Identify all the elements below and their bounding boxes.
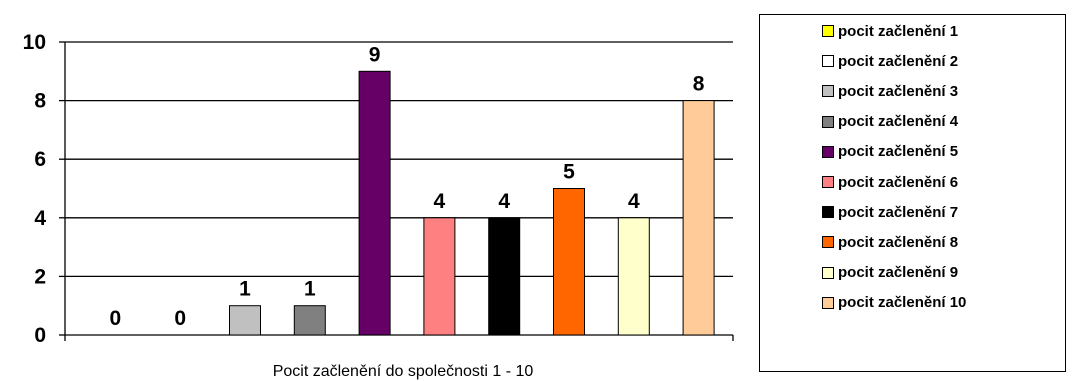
- legend-item-2: pocit začlenění 2: [822, 51, 958, 71]
- y-tick-labels: 0 2 4 6 8 10: [23, 31, 47, 347]
- y-tick-label-8: 8: [34, 90, 46, 113]
- bars: [229, 70, 715, 336]
- bar-5: [358, 70, 391, 336]
- data-label-5: 9: [369, 43, 381, 66]
- y-tick-label-6: 6: [34, 148, 46, 171]
- legend-label-1: pocit začlenění 1: [838, 22, 959, 40]
- y-tick-label-4: 4: [34, 207, 46, 230]
- y-tick-label-0: 0: [34, 324, 46, 347]
- legend-label-5: pocit začlenění 5: [838, 143, 959, 161]
- x-axis-title: Pocit začlenění do společnosti 1 - 10: [273, 363, 534, 380]
- y-tick-label-10: 10: [23, 31, 46, 54]
- y-tick-label-2: 2: [34, 265, 46, 288]
- legend: pocit začlenění 1 pocit začlenění 2 pocit …: [759, 14, 1066, 372]
- data-label-10: 8: [693, 73, 705, 96]
- bar-chart: 0 2 4 6 8 10 0 0 1 1 9 4 4 5 4 8 Pocit začlenění do sp…: [23, 31, 734, 380]
- legend-label-4: pocit začlenění 4: [838, 113, 959, 131]
- data-label-4: 1: [304, 278, 316, 301]
- data-label-6: 4: [434, 190, 446, 213]
- legend-item-10: pocit začlenění 10: [822, 293, 966, 313]
- legend-item-8: pocit začlenění 8: [822, 232, 958, 252]
- data-label-8: 5: [563, 161, 575, 184]
- legend-swatch-3: [822, 85, 834, 98]
- legend-label-2: pocit začlenění 2: [838, 52, 959, 70]
- legend-swatch-6: [822, 176, 834, 188]
- data-label-9: 4: [628, 190, 640, 213]
- data-labels: 0 0 1 1 9 4 4 5 4 8: [110, 43, 705, 330]
- legend-label-8: pocit začlenění 8: [838, 233, 959, 251]
- bar-4: [293, 305, 326, 336]
- legend-label-7: pocit začlenění 7: [838, 203, 959, 221]
- legend-item-4: pocit začlenění 4: [822, 112, 958, 132]
- bar-8: [553, 188, 585, 336]
- data-label-3: 1: [239, 278, 251, 301]
- legend-item-7: pocit začlenění 7: [822, 202, 958, 222]
- legend-label-6: pocit začlenění 6: [838, 173, 959, 191]
- legend-swatch-5: [822, 145, 834, 158]
- legend-swatch-8: [822, 236, 834, 249]
- legend-swatch-2: [822, 55, 834, 68]
- legend-label-3: pocit začlenění 3: [838, 82, 959, 100]
- legend-item-1: pocit začlenění 1: [822, 21, 958, 41]
- data-label-7: 4: [498, 190, 510, 213]
- legend-item-9: pocit začlenění 9: [822, 263, 958, 283]
- legend-swatch-9: [822, 266, 834, 279]
- bar-3: [229, 305, 261, 336]
- bar-6: [423, 217, 456, 336]
- legend-label-9: pocit začlenění 9: [838, 264, 959, 282]
- legend-swatch-7: [822, 206, 834, 219]
- data-label-2: 0: [174, 307, 186, 330]
- legend-swatch-4: [822, 115, 834, 128]
- legend-label-10: pocit začlenění 10: [838, 294, 967, 312]
- legend-item-3: pocit začlenění 3: [822, 81, 958, 101]
- legend-item-5: pocit začlenění 5: [822, 142, 958, 162]
- bar-10: [682, 100, 715, 336]
- legend-swatch-10: [822, 296, 834, 309]
- data-label-1: 0: [110, 307, 122, 330]
- legend-item-6: pocit začlenění 6: [822, 172, 958, 192]
- legend-swatch-1: [822, 25, 834, 37]
- bar-9: [617, 217, 650, 336]
- bar-7: [488, 217, 521, 336]
